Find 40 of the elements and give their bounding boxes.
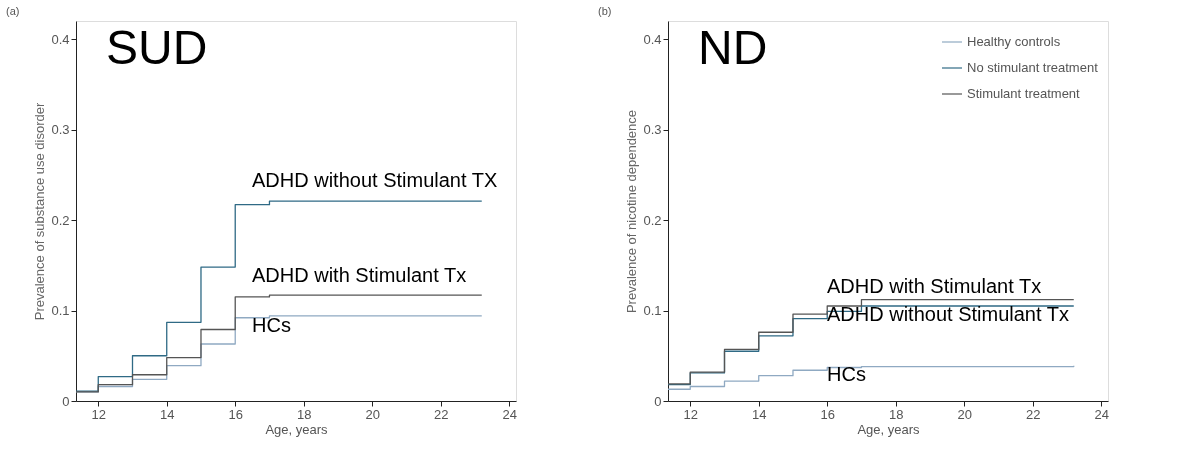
x-tick-label: 12 <box>91 406 106 422</box>
x-tick-label: 14 <box>160 406 175 422</box>
x-axis-title: Age, years <box>857 421 921 437</box>
x-tick-label: 16 <box>228 406 243 422</box>
legend-label: Stimulant treatment <box>967 86 1081 101</box>
x-tick-label: 22 <box>1025 406 1041 422</box>
x-axis-title: Age, years <box>265 421 329 437</box>
y-tick-label: 0.2 <box>643 212 662 228</box>
x-tick-label: 14 <box>752 406 767 422</box>
x-tick-label: 18 <box>888 406 904 422</box>
annotation: HCs <box>252 314 291 336</box>
y-axis-title: Prevalence of nicotine dependence <box>624 109 640 314</box>
x-tick-label: 20 <box>365 406 380 422</box>
annotation: ADHD without Stimulant TX <box>252 169 498 191</box>
x-tick-label: 22 <box>433 406 449 422</box>
x-tick-label: 18 <box>296 406 312 422</box>
y-tick-label: 0.4 <box>51 31 70 47</box>
y-tick-label: 0 <box>654 393 662 409</box>
chart-title: (a) <box>6 5 20 17</box>
annotation: ADHD with Stimulant Tx <box>252 264 467 286</box>
x-tick-label: 12 <box>683 406 698 422</box>
y-tick-label: 0.4 <box>643 31 662 47</box>
y-tick-label: 0.3 <box>643 122 662 138</box>
x-tick-label: 24 <box>502 406 517 422</box>
legend-label: No stimulant treatment <box>967 60 1099 75</box>
y-axis-title: Prevalence of substance use disorder <box>32 102 48 321</box>
x-tick-label: 20 <box>957 406 972 422</box>
y-tick-label: 0.1 <box>51 303 70 319</box>
legend-label: Healthy controls <box>967 34 1061 49</box>
annotation: ND <box>698 21 768 74</box>
y-tick-label: 0.1 <box>643 303 662 319</box>
x-tick-label: 16 <box>820 406 835 422</box>
x-tick-label: 24 <box>1094 406 1109 422</box>
y-tick-label: 0.3 <box>51 122 70 138</box>
annotation: HCs <box>827 363 866 385</box>
chart-title: (b) <box>598 5 612 17</box>
annotation: ADHD with Stimulant Tx <box>827 275 1042 297</box>
annotation: SUD <box>106 21 208 74</box>
y-tick-label: 0 <box>62 393 70 409</box>
y-tick-label: 0.2 <box>51 212 70 228</box>
